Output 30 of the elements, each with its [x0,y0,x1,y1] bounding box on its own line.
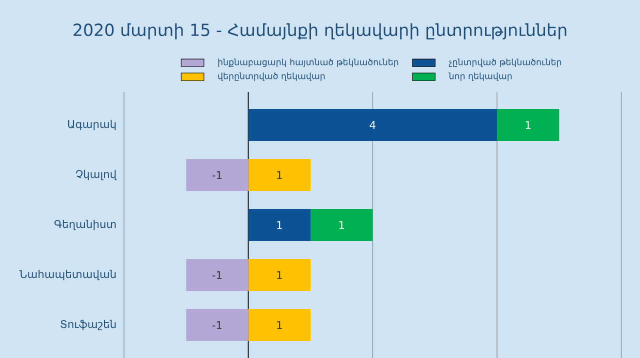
bar [186,159,248,192]
data-label: 1 [339,221,344,229]
bar [248,159,310,192]
bar [310,209,373,241]
legend-label: վերընտրված ղեկավար [218,72,325,81]
data-label: 1 [277,171,282,179]
data-label: -1 [212,271,222,279]
bar [248,309,310,342]
data-label: 1 [277,221,282,229]
bar [248,259,310,291]
bar [186,309,248,342]
bar [186,259,248,291]
legend-label: չընտրված թեկնածուներ [448,58,562,67]
data-label: 1 [277,271,282,279]
y-tick-label: Տուֆաշեն [60,320,116,330]
y-tick-label: Նահապետավան [19,270,116,280]
data-label: 1 [277,321,282,329]
y-tick-label: Չկալով [76,170,117,180]
y-tick-label: Ագարակ [68,120,116,130]
chart-title: 2020 մարտի 15 - Համայնքի ղեկավարի ընտրություններ [74,23,566,40]
bar [497,109,560,142]
legend-label: նոր ղեկավար [448,72,512,81]
legend-label: ինքնաբացարկ հայտնած թեկնածուներ [218,58,398,67]
data-label: 1 [526,121,530,129]
bar [248,109,497,142]
data-label: 4 [370,121,376,129]
bar [248,209,310,241]
y-tick-label: Գեղանիստ [54,220,116,230]
data-label: -1 [212,171,222,179]
data-label: -1 [212,321,222,329]
